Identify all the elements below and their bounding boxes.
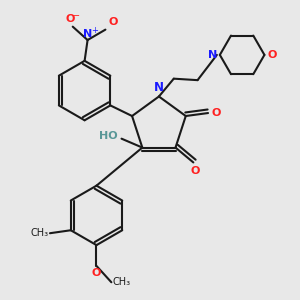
Text: O: O <box>109 17 118 27</box>
Text: O: O <box>92 268 101 278</box>
Text: CH₃: CH₃ <box>30 228 49 238</box>
Text: O: O <box>190 166 200 176</box>
Text: CH₃: CH₃ <box>113 277 131 287</box>
Text: +: + <box>91 26 98 35</box>
Text: O: O <box>211 108 220 118</box>
Text: N: N <box>154 81 164 94</box>
Text: O: O <box>267 50 277 60</box>
Text: −: − <box>72 11 80 21</box>
Text: HO: HO <box>99 131 118 141</box>
Text: N: N <box>83 28 92 38</box>
Text: O: O <box>65 14 74 24</box>
Text: N: N <box>208 50 217 60</box>
